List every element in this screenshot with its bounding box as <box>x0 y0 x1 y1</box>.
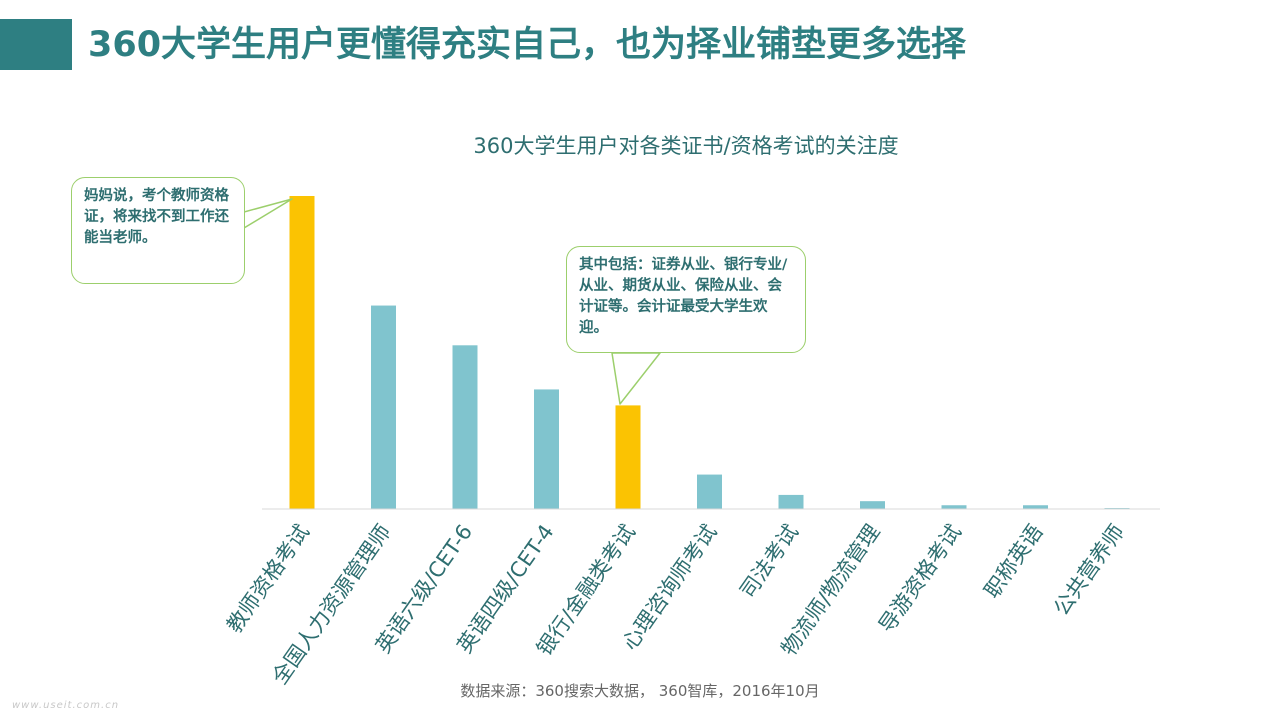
title-accent-block <box>0 19 72 70</box>
bar-6 <box>778 494 804 509</box>
bar-7 <box>860 501 885 509</box>
bar-0 <box>289 196 315 509</box>
bar-4 <box>615 405 641 509</box>
source-note: 数据来源：360搜索大数据， 360智库，2016年10月 <box>460 682 820 700</box>
callout-finance-exams: 其中包括：证券从业、银行专业/从业、期货从业、保险从业、会计证等。会计证最受大学… <box>566 246 806 353</box>
bar-5 <box>697 474 722 509</box>
callout-tail-finance-exams <box>611 352 661 405</box>
x-tick-label-9: 职称英语 <box>980 520 1048 603</box>
x-tick-label-6: 司法考试 <box>735 520 803 603</box>
bar-1 <box>371 305 396 509</box>
watermark: www.useit.com.cn <box>12 700 120 711</box>
x-tick-label-8: 导游资格考试 <box>874 520 966 637</box>
callout-teacher-cert: 妈妈说，考个教师资格证，将来找不到工作还能当老师。 <box>71 177 245 284</box>
x-tick-label-10: 公共营养师 <box>1049 520 1129 620</box>
bar-9 <box>1023 505 1048 509</box>
bar-8 <box>941 505 967 509</box>
callout-tail-teacher-cert <box>243 198 293 229</box>
bar-3 <box>534 389 559 509</box>
x-tick-label-0: 教师资格考试 <box>222 520 314 637</box>
slide-title: 360大学生用户更懂得充实自己，也为择业铺垫更多选择 <box>88 25 967 65</box>
bar-2 <box>452 345 478 509</box>
chart-title: 360大学生用户对各类证书/资格考试的关注度 <box>473 134 899 158</box>
